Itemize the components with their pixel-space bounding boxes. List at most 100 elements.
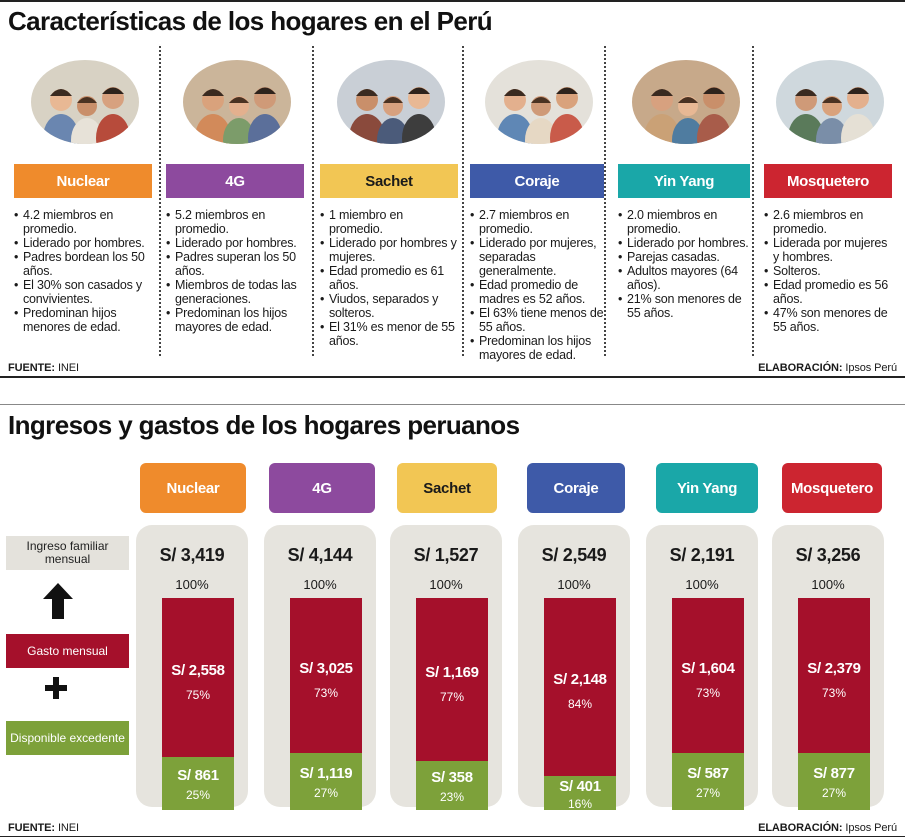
disposable-value-label: S/ 401 [559,778,601,795]
spending-bar: S/ 2,379 73% [798,598,870,753]
category-header: Yin Yang [656,463,758,513]
characteristic-item: Parejas casadas. [618,250,750,264]
category-header: Nuclear [140,463,246,513]
source-note-1: FUENTE: INEI [8,362,79,374]
legend-disposable: Disponible excedente [6,721,129,755]
income-card: S/ 3,256 100% S/ 2,379 73% S/ 877 27% [772,525,884,810]
disposable-pct-label: 25% [185,787,211,802]
spending-value-label: S/ 1,169 [425,663,479,681]
elaboration-label: ELABORACIÓN: [758,362,843,374]
column-separator [752,46,754,356]
characteristic-item: Liderada por mujeres y hombres. [764,236,892,264]
household-type-column: Nuclear 4.2 miembros en promedio.Liderado… [8,44,154,358]
characteristic-item: Viudos, separados y solteros. [320,292,458,320]
income-pct-label: 100% [429,577,463,592]
family-photo [31,60,139,144]
characteristic-item: El 63% tiene menos de 55 años. [470,306,604,334]
income-card: S/ 4,144 100% S/ 3,025 73% S/ 1,119 27% [264,525,376,810]
category-header: 4G [269,463,375,513]
disposable-bar: S/ 358 23% [416,761,488,810]
household-type-column: Yin Yang 2.0 miembros en promedio.Liderad… [612,44,752,358]
household-type-label: Yin Yang [618,164,750,198]
section2-title: Ingresos y gastos de los hogares peruano… [8,410,520,440]
characteristic-item: Padres superan los 50 años. [166,250,304,278]
income-card: S/ 2,191 100% S/ 1,604 73% S/ 587 27% [646,525,758,810]
column-separator [312,46,314,356]
source-label: FUENTE: [8,822,55,834]
characteristic-item: 21% son menores de 55 años. [618,292,750,320]
disposable-value-label: S/ 587 [687,764,729,782]
characteristics-list: 4.2 miembros en promedio.Liderado por ho… [14,208,152,334]
characteristic-item: Liderado por hombres. [166,236,304,250]
characteristic-item: Adultos mayores (64 años). [618,264,750,292]
plus-icon [45,677,67,699]
spending-bar: S/ 3,025 73% [290,598,362,753]
characteristic-item: Edad promedio es 56 años. [764,278,892,306]
characteristic-item: Padres bordean los 50 años. [14,250,152,278]
disposable-value-label: S/ 861 [177,766,219,784]
elaboration-value: Ipsos Perú [845,362,897,374]
disposable-pct-label: 23% [439,789,465,804]
household-type-label: Sachet [320,164,458,198]
characteristic-item: Predominan los hijos mayores de edad. [470,334,604,362]
disposable-value-label: S/ 358 [431,768,473,786]
household-type-column: Sachet 1 miembro en promedio.Liderado por… [314,44,460,358]
characteristics-list: 2.7 miembros en promedio.Liderado por mu… [470,208,604,362]
characteristic-item: Liderado por mujeres, separadas generalm… [470,236,604,278]
characteristic-item: Predominan los hijos mayores de edad. [166,306,304,334]
income-value-label: S/ 2,191 [669,545,735,565]
characteristic-item: 2.0 miembros en promedio. [618,208,750,236]
spending-value-label: S/ 1,604 [681,659,735,677]
source-value: INEI [57,362,79,374]
legend-spending: Gasto mensual [6,634,129,668]
characteristic-item: Liderado por hombres. [14,236,152,250]
characteristics-list: 5.2 miembros en promedio.Liderado por ho… [166,208,304,334]
disposable-bar: S/ 861 25% [162,757,234,810]
source-value: INEI [57,822,79,834]
characteristic-item: Predominan hijos menores de edad. [14,306,152,334]
disposable-bar: S/ 877 27% [798,753,870,810]
income-card: S/ 3,419 100% S/ 2,558 75% S/ 861 25% [136,525,248,810]
income-value-label: S/ 1,527 [413,545,479,565]
characteristic-item: 2.6 miembros en promedio. [764,208,892,236]
characteristic-item: Liderado por hombres y mujeres. [320,236,458,264]
income-value-label: S/ 2,549 [541,545,607,565]
income-card: S/ 2,549 100% S/ 2,148 84% S/ 401 16% [518,525,630,811]
section-divider-thin [0,404,905,405]
arrow-up-icon [43,583,73,619]
section1-title: Características de los hogares en el Per… [8,6,493,36]
characteristic-item: Edad promedio de madres es 52 años. [470,278,604,306]
spending-bar: S/ 2,558 75% [162,598,234,757]
elaboration-value: Ipsos Perú [845,822,897,834]
characteristic-item: 1 miembro en promedio. [320,208,458,236]
category-header: Sachet [397,463,497,513]
elaboration-note-2: ELABORACIÓN: Ipsos Perú [758,822,897,834]
disposable-bar: S/ 1,119 27% [290,753,362,810]
characteristic-item: Liderado por hombres. [618,236,750,250]
disposable-pct-label: 27% [695,785,721,800]
characteristic-item: 47% son menores de 55 años. [764,306,892,334]
elaboration-note-1: ELABORACIÓN: Ipsos Perú [758,362,897,374]
income-card: S/ 1,527 100% S/ 1,169 77% S/ 358 23% [390,525,502,810]
spending-pct-label: 75% [185,687,211,702]
section-divider [0,376,905,378]
household-type-column: Coraje 2.7 miembros en promedio.Liderado … [464,44,606,362]
top-rule [0,0,905,2]
column-separator [604,46,606,356]
spending-bar: S/ 2,148 84% [544,598,616,776]
source-label: FUENTE: [8,362,55,374]
characteristics-list: 2.6 miembros en promedio.Liderada por mu… [764,208,892,334]
family-photo [337,60,445,144]
income-pct-label: 100% [557,577,591,592]
characteristic-item: Miembros de todas las generaciones. [166,278,304,306]
family-photo [632,60,740,144]
column-separator [159,46,161,356]
characteristic-item: 5.2 miembros en promedio. [166,208,304,236]
income-value-label: S/ 3,256 [795,545,861,565]
spending-pct-label: 73% [695,685,721,700]
bottom-rule [0,836,905,837]
legend-income: Ingreso familiar mensual [6,536,129,570]
household-type-label: 4G [166,164,304,198]
disposable-pct-label: 27% [821,785,847,800]
characteristic-item: 2.7 miembros en promedio. [470,208,604,236]
